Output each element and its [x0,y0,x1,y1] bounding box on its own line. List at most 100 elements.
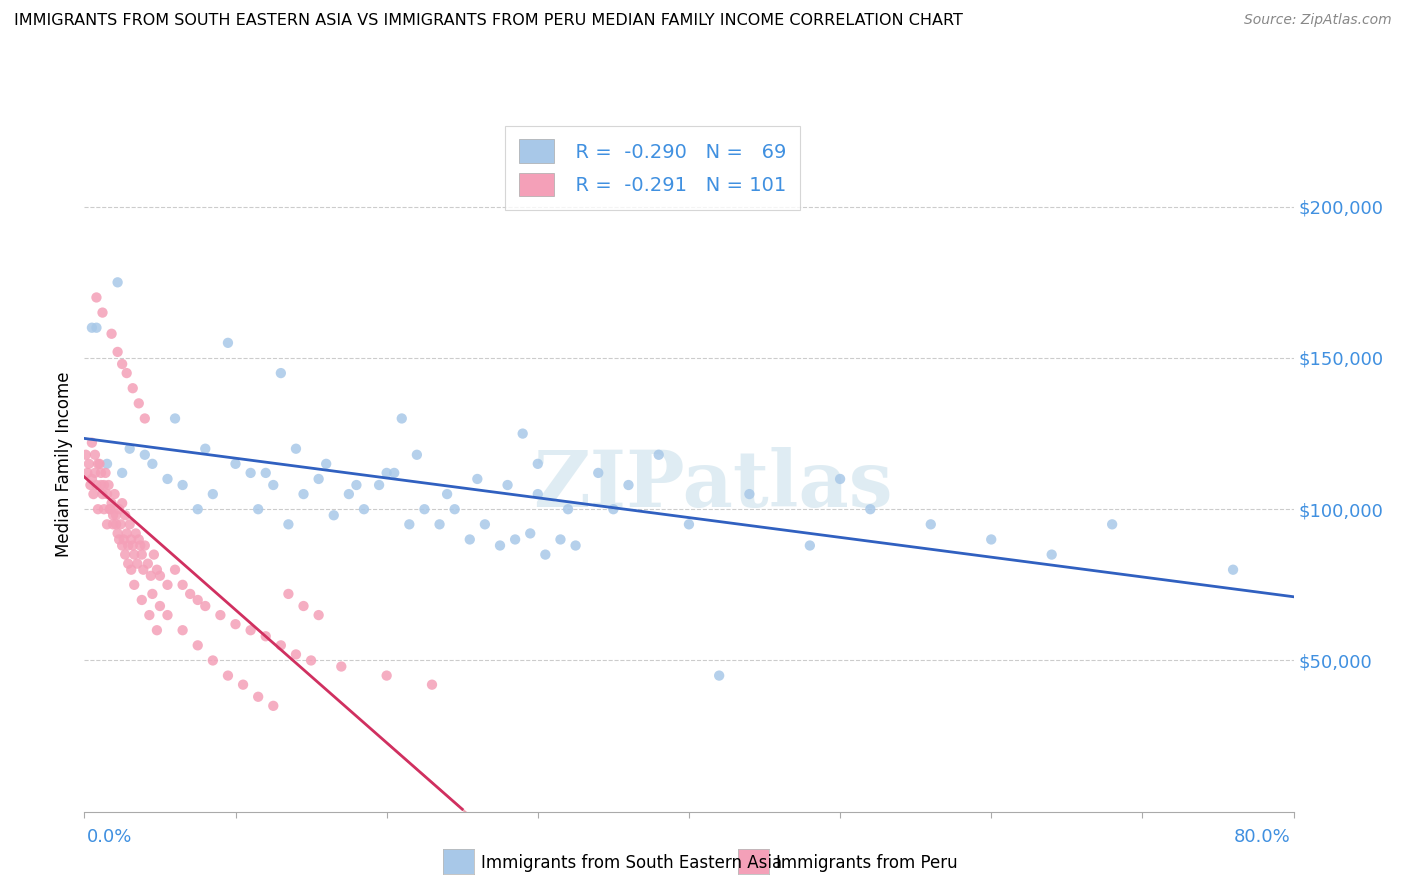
Point [709,668,731,682]
Point [84,448,107,462]
Point [187,638,209,652]
Point [285,648,308,662]
Point [120,533,142,547]
Point [527,457,550,471]
Point [602,502,624,516]
Point [194,442,217,456]
Point [315,457,337,471]
Point [330,659,353,673]
Point [292,599,315,613]
Point [121,539,143,553]
Point [96,457,118,471]
Y-axis label: Median Family Income: Median Family Income [55,371,73,557]
Point [277,517,299,532]
Point [172,624,194,638]
Point [346,478,368,492]
Point [112,533,135,547]
Point [299,653,322,667]
Point [100,496,122,510]
Point [79,478,101,492]
Point [980,533,1002,547]
Point [93,502,115,516]
Point [239,466,262,480]
Point [115,366,138,380]
Point [420,678,443,692]
Point [108,533,131,547]
Point [80,472,103,486]
Point [503,533,526,547]
Point [254,466,277,480]
Point [225,617,247,632]
Point [80,320,103,334]
Point [141,457,163,471]
Point [859,502,882,516]
Point [534,548,557,562]
Point [139,568,162,582]
Point [76,466,98,480]
Point [107,276,129,290]
Point [489,539,512,553]
Point [136,557,159,571]
Point [270,366,292,380]
Point [117,557,139,571]
Point [172,478,194,492]
Point [209,608,232,623]
Point [146,624,169,638]
Point [156,578,179,592]
Point [254,629,277,643]
Point [132,563,155,577]
Point [232,678,254,692]
Point [105,508,128,523]
Point [799,539,821,553]
Point [217,668,239,682]
Point [201,487,224,501]
Point [77,457,100,471]
Point [194,599,217,613]
Point [830,472,852,486]
Point [141,587,163,601]
Point [107,345,129,359]
Point [127,557,149,571]
Point [247,690,270,704]
Point [87,502,110,516]
Point [458,533,481,547]
Point [557,502,579,516]
Point [617,478,640,492]
Point [114,548,136,562]
Text: IMMIGRANTS FROM SOUTH EASTERN ASIA VS IMMIGRANTS FROM PERU MEDIAN FAMILY INCOME : IMMIGRANTS FROM SOUTH EASTERN ASIA VS IM… [14,13,963,29]
Text: Source: ZipAtlas.com: Source: ZipAtlas.com [1244,13,1392,28]
Point [90,466,112,480]
Point [122,548,145,562]
Point [108,502,131,516]
Point [91,305,114,319]
Point [111,539,134,553]
Point [134,539,156,553]
Point [443,502,465,516]
Point [496,478,519,492]
Point [474,517,496,532]
Point [382,466,405,480]
Point [75,448,97,462]
Point [111,357,134,371]
Point [588,466,610,480]
Point [138,608,160,623]
Point [262,478,284,492]
Point [165,563,187,577]
Point [308,472,330,486]
Point [89,457,111,471]
Legend:   R =  -0.290   N =   69,   R =  -0.291   N = 101: R = -0.290 N = 69, R = -0.291 N = 101 [505,126,800,211]
Point [94,466,117,480]
Point [86,320,108,334]
Point [118,517,141,532]
Point [277,587,299,601]
Point [187,593,209,607]
Point [98,502,121,516]
Point [398,517,420,532]
Point [128,396,150,410]
Point [375,668,398,682]
Text: 0.0%: 0.0% [87,828,132,846]
Point [118,442,141,456]
Text: ZIPatlas: ZIPatlas [533,447,893,523]
Point [179,587,201,601]
Point [131,548,153,562]
